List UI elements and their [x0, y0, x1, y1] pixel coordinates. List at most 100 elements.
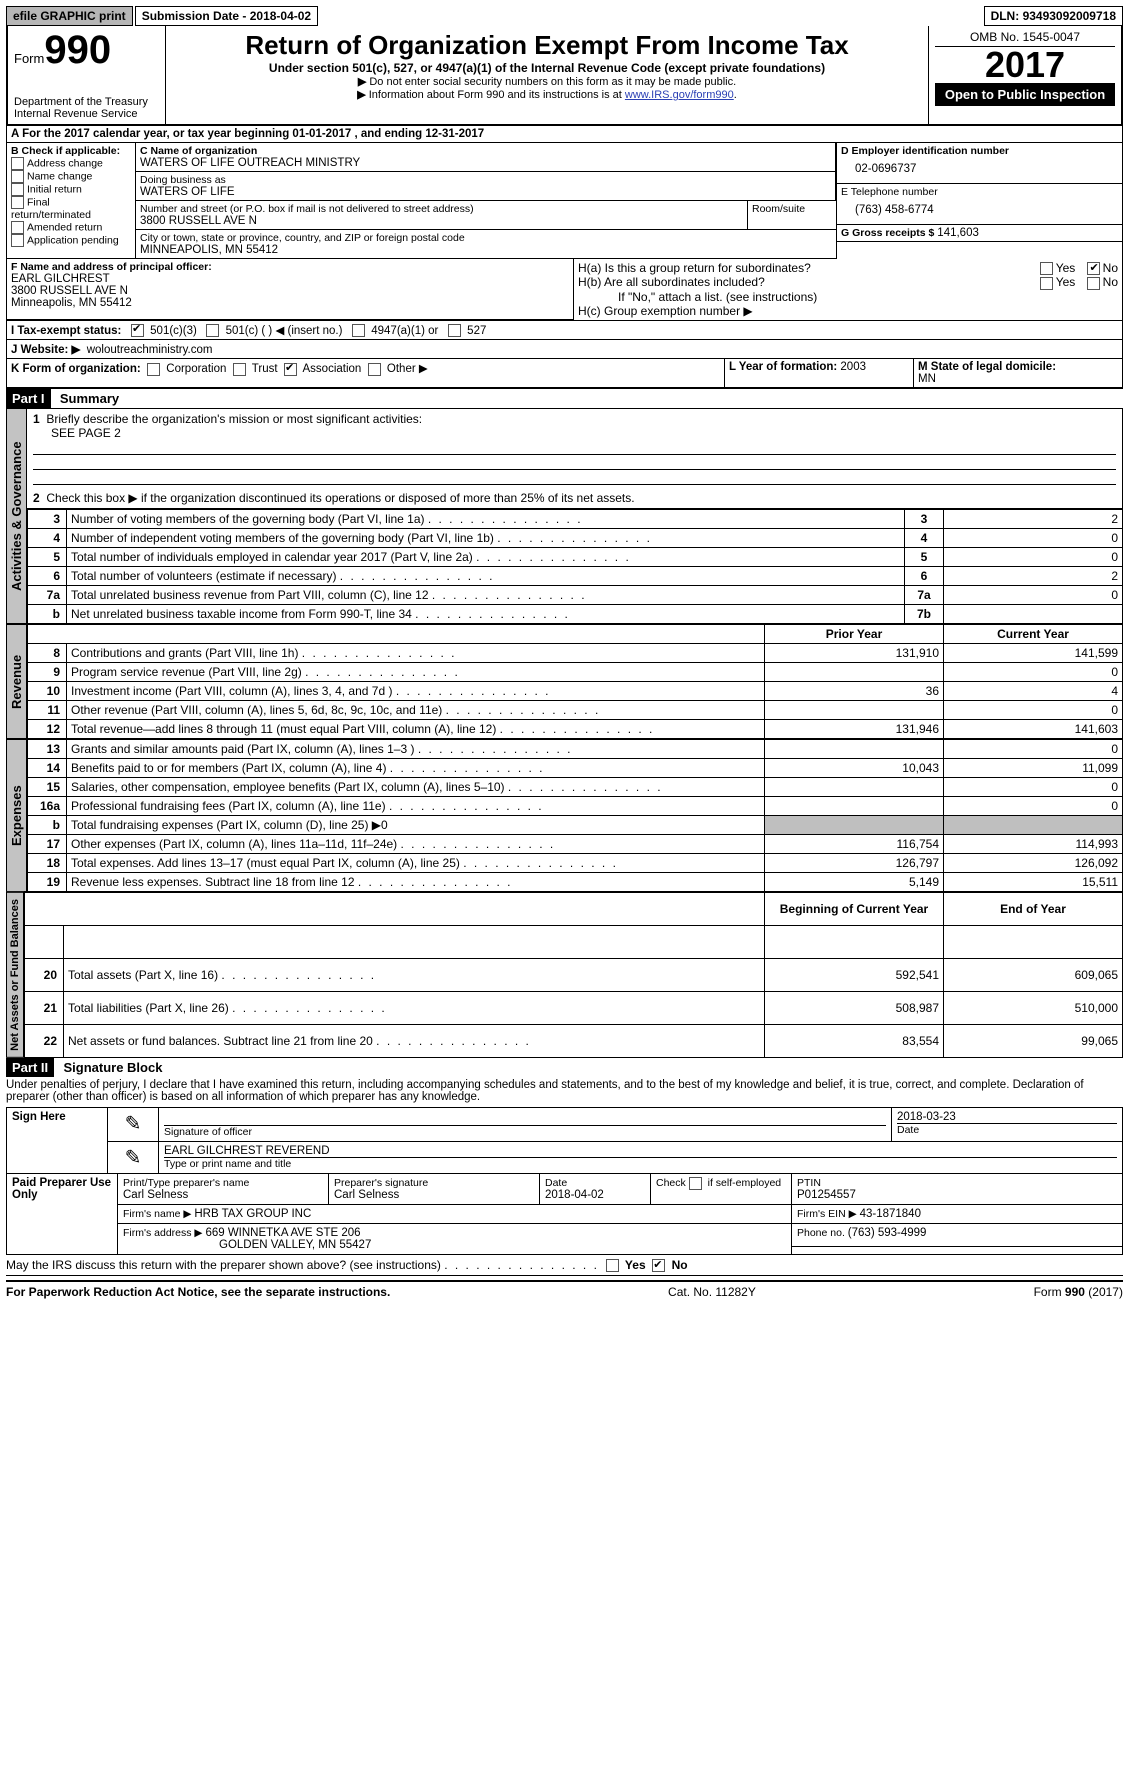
checkbox-hb-yes[interactable]: [1040, 277, 1053, 290]
checkbox-address-change[interactable]: [11, 157, 24, 170]
prior-value: [765, 701, 944, 720]
yes-label: Yes: [1056, 275, 1076, 289]
part1-revenue: Revenue Prior YearCurrent Year8Contribut…: [6, 624, 1123, 739]
line-desc: Total expenses. Add lines 13–17 (must eq…: [67, 854, 765, 873]
checkbox-corp[interactable]: [147, 363, 160, 376]
line-number: 7a: [28, 586, 67, 605]
checkbox-other[interactable]: [368, 363, 381, 376]
form-title: Return of Organization Exempt From Incom…: [172, 30, 922, 61]
checkbox-4947[interactable]: [352, 324, 365, 337]
sig-date-cell: 2018-03-23 Date: [892, 1107, 1123, 1141]
prior-value: 592,541: [765, 959, 944, 992]
ptin-cell: PTIN P01254557: [792, 1173, 1123, 1204]
line-number: b: [28, 605, 67, 624]
dba-cell: Doing business as WATERS OF LIFE: [136, 172, 836, 201]
prep-date-label: Date: [545, 1177, 645, 1189]
firm-addr-label: Firm's address ▶: [123, 1227, 205, 1239]
officer-group-block: F Name and address of principal officer:…: [6, 259, 1123, 321]
line-value: 2: [944, 567, 1123, 586]
firm-addr2-value: GOLDEN VALLEY, MN 55427: [123, 1239, 786, 1251]
checkbox-final-return[interactable]: [11, 196, 24, 209]
tax-year: 2017: [935, 47, 1115, 83]
paid-preparer-label: Paid Preparer Use Only: [7, 1173, 118, 1254]
hb-label: H(b) Are all subordinates included?: [578, 275, 978, 289]
prior-value: 5,149: [765, 873, 944, 892]
section-m: M State of legal domicile: MN: [914, 359, 1122, 387]
line-desc: Total number of volunteers (estimate if …: [67, 567, 905, 586]
opt-trust: Trust: [252, 363, 278, 375]
firm-name-value: HRB TAX GROUP INC: [194, 1208, 311, 1220]
checkbox-hb-no[interactable]: [1087, 277, 1100, 290]
table-row: [25, 926, 1123, 959]
prior-value: 36: [765, 682, 944, 701]
gross-receipts-value: 141,603: [937, 227, 979, 239]
sidelabel-expenses: Expenses: [6, 739, 27, 892]
line-desc: Salaries, other compensation, employee b…: [67, 778, 765, 797]
line-number: 14: [28, 759, 67, 778]
line-number: b: [28, 816, 67, 835]
section-j: J Website: ▶ woloutreachministry.com: [6, 340, 1123, 359]
d-label: D Employer identification number: [841, 145, 1118, 157]
room-label: Room/suite: [752, 203, 832, 215]
part1-header: Part I Summary: [6, 389, 1123, 408]
checkbox-ha-no[interactable]: [1087, 262, 1100, 275]
line-number: 13: [28, 740, 67, 759]
entity-block: B Check if applicable: Address change Na…: [6, 143, 1123, 259]
discuss-text: May the IRS discuss this return with the…: [6, 1258, 441, 1272]
f-label: F Name and address of principal officer:: [11, 261, 569, 273]
l-label: L Year of formation:: [729, 361, 840, 373]
ha-label: H(a) Is this a group return for subordin…: [578, 261, 978, 275]
checkbox-assoc[interactable]: [284, 363, 297, 376]
line-number: 6: [28, 567, 67, 586]
current-value: 126,092: [944, 854, 1123, 873]
line-desc: Total fundraising expenses (Part IX, col…: [67, 816, 765, 835]
current-value: 0: [944, 701, 1123, 720]
line-number: 8: [28, 644, 67, 663]
line-desc: Net assets or fund balances. Subtract li…: [64, 1024, 765, 1057]
checkbox-ha-yes[interactable]: [1040, 262, 1053, 275]
line-desc: Other revenue (Part VIII, column (A), li…: [67, 701, 765, 720]
table-row: bNet unrelated business taxable income f…: [28, 605, 1123, 624]
irs-link[interactable]: www.IRS.gov/form990: [625, 89, 734, 101]
page-footer: For Paperwork Reduction Act Notice, see …: [6, 1280, 1123, 1299]
line-number: 12: [28, 720, 67, 739]
line-number: 20: [25, 959, 64, 992]
form-title-block: Return of Organization Exempt From Incom…: [166, 26, 929, 124]
checkbox-name-change[interactable]: [11, 170, 24, 183]
opt-501c3: 501(c)(3): [150, 325, 197, 337]
officer-addr2: Minneapolis, MN 55412: [11, 297, 569, 309]
line-desc: Total number of individuals employed in …: [67, 548, 905, 567]
discuss-row: May the IRS discuss this return with the…: [6, 1255, 1123, 1276]
current-value: 99,065: [944, 1024, 1123, 1057]
q1-text: Briefly describe the organization's miss…: [46, 412, 422, 426]
line-desc: Investment income (Part VIII, column (A)…: [67, 682, 765, 701]
submission-date-label: Submission Date -: [142, 9, 250, 23]
phone-label: Phone no.: [797, 1227, 848, 1239]
checkbox-501c3[interactable]: [131, 324, 144, 337]
prep-sig-cell: Preparer's signature Carl Selness: [329, 1173, 540, 1204]
checkbox-initial-return[interactable]: [11, 183, 24, 196]
efile-print-button[interactable]: efile GRAPHIC print: [6, 6, 133, 26]
checkbox-trust[interactable]: [233, 363, 246, 376]
table-row: 8Contributions and grants (Part VIII, li…: [28, 644, 1123, 663]
opt-address-change: Address change: [27, 158, 103, 170]
checkbox-application-pending[interactable]: [11, 234, 24, 247]
current-value: 0: [944, 740, 1123, 759]
prior-value: 126,797: [765, 854, 944, 873]
checkbox-discuss-yes[interactable]: [606, 1259, 619, 1272]
line-a-tax-year: A For the 2017 calendar year, or tax yea…: [6, 126, 1123, 143]
section-l: L Year of formation: 2003: [725, 359, 914, 387]
checkbox-discuss-no[interactable]: [652, 1259, 665, 1272]
checkbox-501c[interactable]: [206, 324, 219, 337]
checkbox-amended-return[interactable]: [11, 221, 24, 234]
checkbox-527[interactable]: [448, 324, 461, 337]
prep-name-label: Print/Type preparer's name: [123, 1177, 323, 1189]
typed-name-label: Type or print name and title: [164, 1158, 1117, 1170]
line-desc: Contributions and grants (Part VIII, lin…: [67, 644, 765, 663]
form-number: 990: [44, 28, 111, 72]
checkbox-self-employed[interactable]: [689, 1177, 702, 1190]
firm-ein-cell: Firm's EIN ▶ 43-1871840: [792, 1204, 1123, 1223]
prior-value: [765, 663, 944, 682]
line-value: 2: [944, 510, 1123, 529]
col-header-current: End of Year: [944, 893, 1123, 926]
